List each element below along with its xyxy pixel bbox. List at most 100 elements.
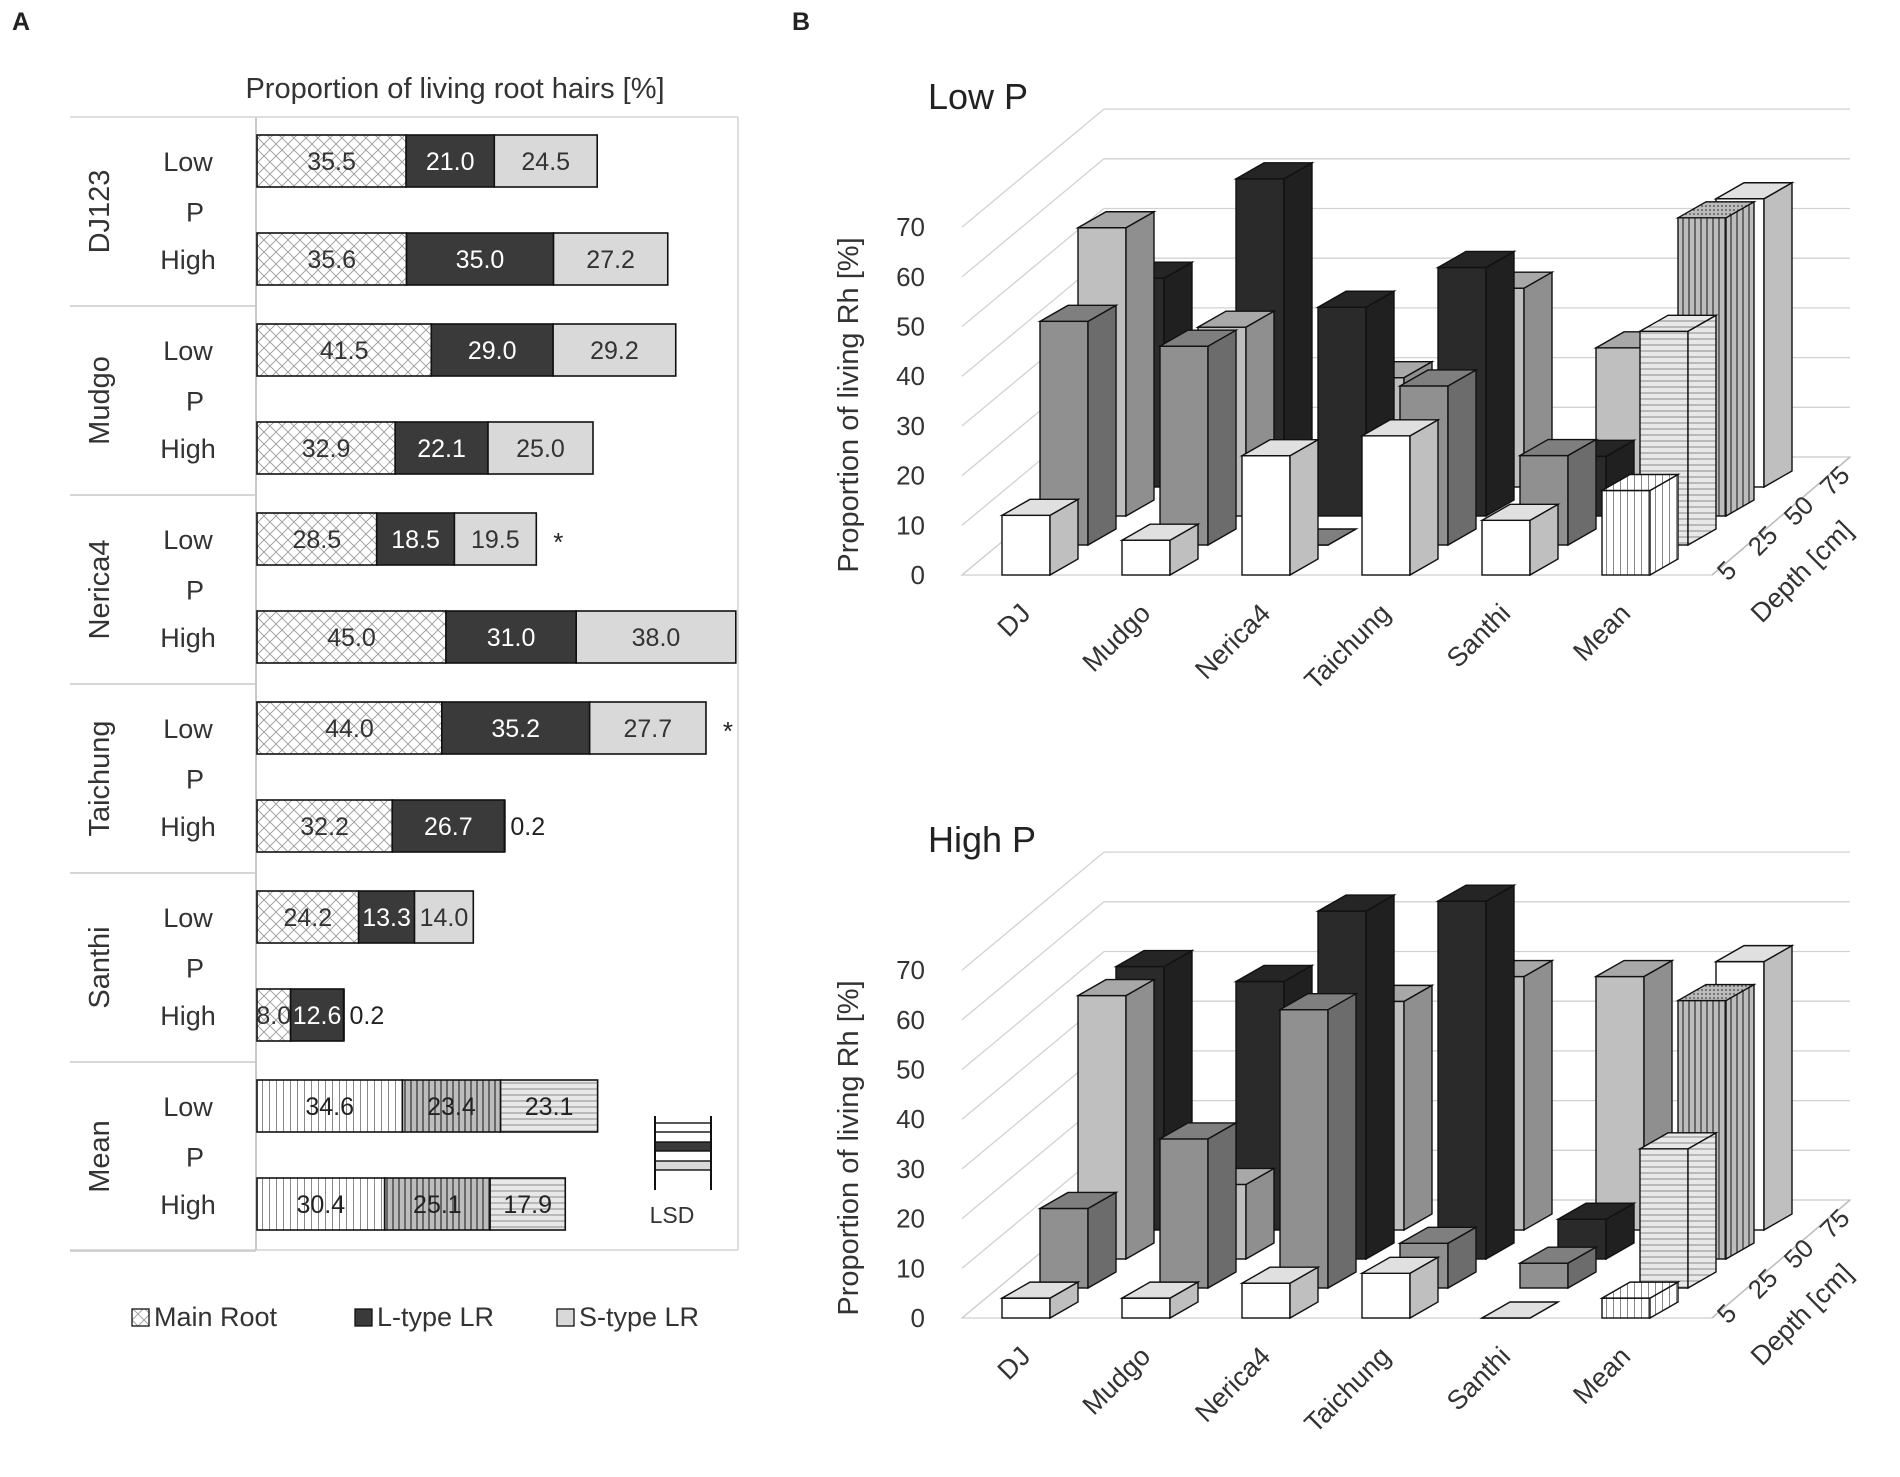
data-label-taichung-high-2: 0.2 xyxy=(510,813,545,841)
gridline-left xyxy=(961,951,1105,1070)
data-label-dj123-low-1: 21.0 xyxy=(426,148,475,176)
data-label-nerica4-high-1: 31.0 xyxy=(487,624,536,652)
y-tick-label-60: 60 xyxy=(896,262,925,292)
data-label-mean-high-0: 30.4 xyxy=(297,1191,346,1219)
bar-dj-depth-5-top xyxy=(999,1281,1081,1299)
level-label-nerica4-high: High xyxy=(160,623,216,653)
y-tick-label-40: 40 xyxy=(896,361,925,391)
bar-mudgo-depth-5 xyxy=(1121,1297,1171,1319)
bar-nerica4-depth-50 xyxy=(1317,306,1367,517)
bar-mean-depth-25-top xyxy=(1637,314,1719,332)
bar-mean-depth-50-side xyxy=(1725,200,1755,518)
bar-mudgo-depth-5-top xyxy=(1119,523,1201,541)
data-label-dj123-high-1: 35.0 xyxy=(456,246,505,274)
bar-mean-depth-75-top xyxy=(1713,944,1795,963)
y-tick-label-50: 50 xyxy=(896,1055,925,1085)
significance-marker-taichung: * xyxy=(723,716,733,746)
data-label-taichung-low-0: 44.0 xyxy=(325,715,374,743)
bar-mudgo-depth-5-top xyxy=(1119,1281,1201,1299)
bar-taichung-depth-50-top xyxy=(1435,250,1517,269)
data-label-mean-high-1: 25.1 xyxy=(413,1191,462,1219)
y-tick-label-20: 20 xyxy=(896,461,925,491)
bar-taichung-low-s-type-lr xyxy=(588,701,707,755)
y-tick-label-30: 30 xyxy=(896,1154,925,1184)
data-label-santhi-low-1: 13.3 xyxy=(362,904,411,932)
group-label-santhi: Santhi xyxy=(84,926,116,1008)
bar-dj123-high-s-type-lr xyxy=(552,232,669,286)
bar-taichung-depth-50-top xyxy=(1435,884,1517,902)
bar-mean-depth-50-top xyxy=(1675,201,1757,219)
bar-mean-low-main-root xyxy=(256,1079,404,1133)
bar-nerica4-depth-50-side xyxy=(1365,893,1395,1261)
legend-label-main-root: Main Root xyxy=(154,1302,278,1332)
data-label-dj123-high-2: 27.2 xyxy=(586,246,635,274)
bar-santhi-depth-75-top xyxy=(1593,959,1675,978)
y-tick-label-70: 70 xyxy=(896,212,925,242)
group-label-taichung: Taichung xyxy=(84,720,116,836)
bar-nerica4-depth-25-side xyxy=(1327,992,1357,1290)
bar-dj-depth-25 xyxy=(1039,1207,1089,1289)
data-label-taichung-high-0: 32.2 xyxy=(300,813,349,841)
gridline-left xyxy=(961,901,1105,1021)
group-label-mudgo: Mudgo xyxy=(84,356,116,445)
bar-mean-depth-50-side xyxy=(1725,983,1755,1261)
gridline-left xyxy=(961,108,1105,228)
y-tick-label-60: 60 xyxy=(896,1005,925,1035)
bar-mudgo-low-l-type-lr xyxy=(430,323,554,377)
bar-mean-depth-5-top xyxy=(1599,1281,1681,1299)
bar-dj-depth-5 xyxy=(1001,514,1051,576)
data-label-santhi-low-0: 24.2 xyxy=(283,904,332,932)
panel-label-a: A xyxy=(12,8,31,36)
data-label-mudgo-low-1: 29.0 xyxy=(468,337,517,365)
bar-santhi-high-s-type-lr xyxy=(343,988,345,1042)
data-label-taichung-low-2: 27.7 xyxy=(623,715,672,743)
panel-b-high-p-chart: 0 10 20 30 40 50 60 70 Proportion of living Rh [… xyxy=(833,819,1858,1439)
level-label-mean-high: High xyxy=(160,1190,216,1220)
depth-tick-label-5: 5 xyxy=(1711,555,1742,586)
bar-taichung-depth-50-side xyxy=(1485,883,1515,1261)
level-label-mean-low: Low xyxy=(163,1092,213,1122)
bar-dj-depth-25-top xyxy=(1037,1191,1119,1210)
bar-taichung-depth-50-side xyxy=(1485,250,1515,518)
legend-label-s-type-lr: S-type LR xyxy=(579,1302,699,1332)
x-tick-label-mudgo: Mudgo xyxy=(1077,598,1157,678)
bar-nerica4-depth-75-side xyxy=(1403,984,1433,1232)
bar-mean-high-s-type-lr xyxy=(489,1177,567,1231)
data-label-mean-high-2: 17.9 xyxy=(503,1191,552,1219)
bar-mean-depth-25-top xyxy=(1637,1132,1719,1150)
data-label-dj123-low-2: 24.5 xyxy=(521,148,570,176)
bar-nerica4-depth-25 xyxy=(1279,1008,1329,1289)
bar-dj123-low-l-type-lr xyxy=(405,134,496,188)
bar-nerica4-depth-5 xyxy=(1241,455,1291,576)
bar-nerica4-high-s-type-lr xyxy=(575,610,737,664)
y-tick-label-30: 30 xyxy=(896,411,925,441)
y-tick-label-50: 50 xyxy=(896,312,925,342)
panel-a-chart: Proportion of living root hairs [%] DJ123… xyxy=(70,73,739,1332)
depth-tick-label-50: 50 xyxy=(1778,1233,1820,1275)
y-axis-label: Proportion of living Rh [%] xyxy=(833,980,865,1315)
depth-axis-line xyxy=(1711,456,1851,576)
bar-dj-depth-50-top xyxy=(1075,211,1157,229)
bar-nerica4-depth-25-top xyxy=(1277,992,1359,1011)
lsd-label: LSD xyxy=(650,1202,695,1228)
bar-mean-high-l-type-lr xyxy=(383,1177,491,1231)
bar-mudgo-depth-75-top xyxy=(1233,162,1315,180)
lsd-bar xyxy=(654,1122,712,1133)
bar-mudgo-high-main-root xyxy=(256,421,396,475)
bar-nerica4-depth-50-top xyxy=(1315,290,1397,308)
depth-tick-label-25: 25 xyxy=(1742,1263,1784,1305)
bar-taichung-low-main-root xyxy=(256,701,443,755)
panel-label-b: B xyxy=(792,8,811,36)
data-label-dj123-high-0: 35.6 xyxy=(307,246,356,274)
bar-mean-low-s-type-lr xyxy=(499,1079,599,1133)
level-label-mudgo-low: Low xyxy=(163,336,213,366)
depth-tick-label-75: 75 xyxy=(1814,460,1856,502)
data-label-mean-low-0: 34.6 xyxy=(305,1093,354,1121)
bar-santhi-depth-25-top xyxy=(1517,1246,1599,1264)
bar-taichung-depth-5-top xyxy=(1359,1256,1441,1274)
data-label-nerica4-low-0: 28.5 xyxy=(293,526,342,554)
x-tick-label-mean: Mean xyxy=(1567,1341,1636,1410)
bar-dj-depth-50-top xyxy=(1075,978,1157,997)
bar-taichung-depth-25-top xyxy=(1397,369,1479,387)
bar-santhi-depth-5-top xyxy=(1479,1301,1561,1319)
